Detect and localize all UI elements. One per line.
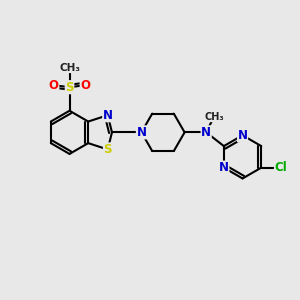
Text: N: N xyxy=(201,126,211,139)
Text: N: N xyxy=(136,126,146,139)
Text: S: S xyxy=(103,143,112,156)
Text: O: O xyxy=(80,79,90,92)
Text: Cl: Cl xyxy=(274,161,287,174)
Text: CH₃: CH₃ xyxy=(59,63,80,73)
Text: N: N xyxy=(219,161,229,174)
Text: N: N xyxy=(238,129,248,142)
Text: S: S xyxy=(65,81,74,94)
Text: CH₃: CH₃ xyxy=(204,112,224,122)
Text: O: O xyxy=(49,79,59,92)
Text: N: N xyxy=(103,109,113,122)
